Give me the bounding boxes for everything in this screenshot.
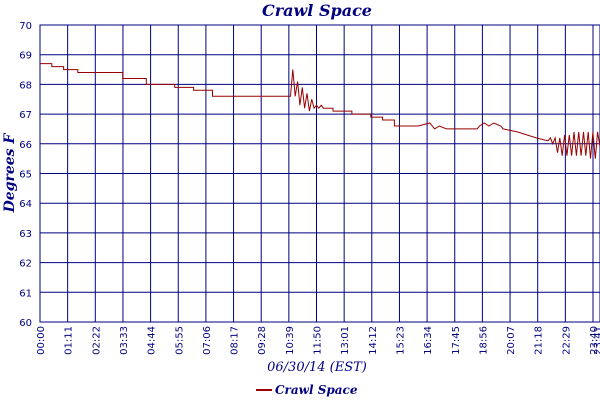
x-tick-label: 13:01 bbox=[340, 326, 351, 355]
x-tick-label: 05:55 bbox=[174, 326, 185, 355]
x-tick-label: 22:29 bbox=[561, 326, 572, 355]
x-tick-label: 21:18 bbox=[534, 326, 545, 355]
x-tick-label: 10:39 bbox=[285, 326, 296, 355]
x-tick-label: 03:33 bbox=[119, 326, 130, 355]
x-tick-label: 18:56 bbox=[478, 326, 489, 355]
x-tick-label: 07:06 bbox=[202, 326, 213, 355]
y-tick-label: 70 bbox=[19, 21, 32, 32]
grid bbox=[39, 24, 600, 323]
legend: Crawl Space bbox=[256, 383, 358, 397]
x-tick-label: 08:17 bbox=[230, 326, 241, 355]
y-tick-label: 68 bbox=[19, 80, 32, 91]
y-tick-label: 66 bbox=[19, 140, 32, 151]
x-tick-label: 23:41 bbox=[593, 326, 600, 355]
x-tick-label: 23:40 bbox=[589, 326, 600, 355]
y-tick-label: 67 bbox=[19, 110, 32, 121]
y-tick-label: 64 bbox=[19, 199, 32, 210]
x-tick-label: 09:28 bbox=[257, 326, 268, 355]
y-tick-labels: 60 61 62 63 64 65 66 67 68 69 70 bbox=[19, 21, 32, 329]
x-tick-label: 16:34 bbox=[423, 326, 434, 355]
x-tick-label: 17:45 bbox=[451, 326, 462, 355]
chart-title: Crawl Space bbox=[262, 1, 372, 20]
series-line bbox=[40, 63, 600, 159]
x-tick-label: 11:50 bbox=[313, 326, 324, 355]
x-tick-labels: 00:00 01:11 02:22 03:33 04:44 05:55 07:06 08:17… bbox=[36, 326, 600, 355]
legend-label: Crawl Space bbox=[275, 383, 358, 397]
y-axis-label: Degrees F bbox=[2, 133, 18, 214]
x-tick-label: 00:00 bbox=[36, 326, 47, 355]
y-tick-label: 63 bbox=[19, 229, 32, 240]
plot-area bbox=[39, 24, 600, 323]
x-tick-label: 15:23 bbox=[395, 326, 406, 355]
x-tick-label: 02:22 bbox=[91, 326, 102, 355]
x-tick-label: 20:07 bbox=[506, 326, 517, 355]
y-tick-label: 60 bbox=[19, 318, 32, 329]
y-tick-label: 62 bbox=[19, 259, 32, 270]
x-axis-label: 06/30/14 (EST) bbox=[267, 360, 367, 375]
x-tick-label: 14:12 bbox=[368, 326, 379, 355]
y-tick-label: 69 bbox=[19, 51, 32, 62]
y-tick-label: 65 bbox=[19, 170, 32, 181]
x-tick-label: 04:44 bbox=[147, 326, 158, 355]
series-layer bbox=[40, 63, 600, 159]
y-tick-label: 61 bbox=[19, 288, 32, 299]
x-tick-label: 01:11 bbox=[64, 326, 75, 355]
